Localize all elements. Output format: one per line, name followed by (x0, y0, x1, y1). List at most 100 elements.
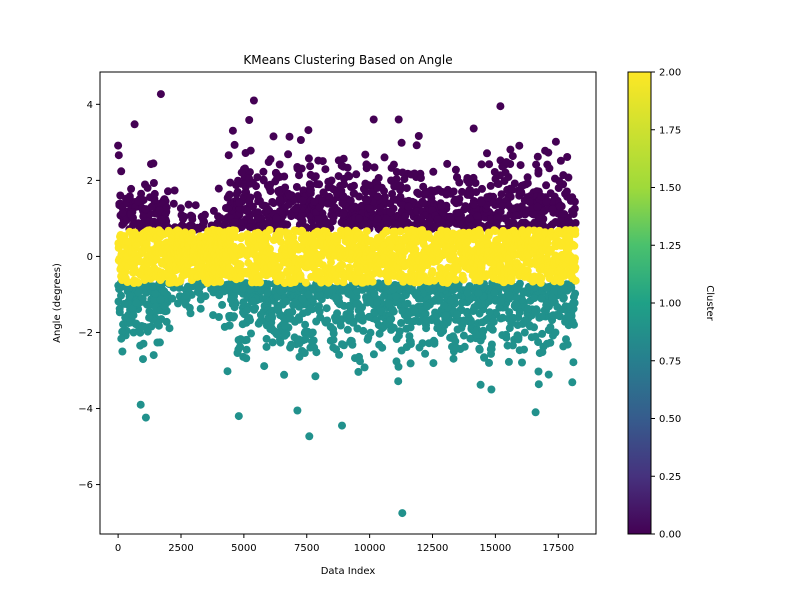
colorbar-tick-label: 0.00 (659, 530, 681, 541)
scatter-point (361, 150, 370, 159)
scatter-point (201, 292, 210, 301)
scatter-point (495, 303, 504, 312)
scatter-point (487, 385, 496, 394)
scatter-point (246, 179, 255, 187)
scatter-point (214, 184, 223, 193)
colorbar-tick-label: 1.25 (659, 241, 681, 252)
scatter-point (350, 202, 359, 211)
scatter-point (150, 296, 158, 304)
scatter-point (297, 164, 306, 173)
scatter-point (132, 298, 141, 307)
x-axis-ticks: 0 2500 5000 7500 10000 12500 15000 17500 (115, 534, 574, 554)
scatter-point (127, 184, 136, 193)
scatter-point (114, 141, 123, 150)
scatter-point (339, 154, 348, 163)
scatter-point (569, 358, 578, 367)
scatter-point (249, 96, 258, 105)
chart-title: KMeans Clustering Based on Angle (243, 53, 452, 67)
scatter-point (123, 278, 132, 286)
x-tick-label: 7500 (294, 543, 319, 554)
scatter-point (371, 308, 380, 317)
scatter-point (534, 166, 543, 175)
scatter-point (460, 342, 469, 351)
scatter-point (276, 338, 285, 347)
scatter-point (135, 220, 143, 229)
scatter-point (559, 171, 568, 180)
scatter-point (398, 168, 407, 177)
scatter-point (441, 311, 450, 320)
scatter-point (114, 151, 123, 160)
scatter-point (385, 316, 394, 325)
scatter-point (245, 116, 254, 124)
scatter-point (365, 204, 374, 213)
colorbar-tick-label: 2.00 (659, 68, 681, 79)
scatter-point (567, 193, 576, 202)
scatter-point (518, 358, 526, 367)
scatter-point (459, 331, 468, 340)
scatter-point (469, 307, 478, 315)
scatter-point (329, 329, 338, 338)
scatter-point (322, 304, 331, 313)
scatter-point (504, 357, 513, 366)
scatter-point (275, 195, 284, 204)
scatter-point (548, 220, 557, 229)
scatter-point (453, 310, 462, 319)
scatter-point (423, 302, 432, 311)
scatter-point (127, 210, 135, 219)
scatter-point (311, 372, 320, 381)
scatter-point (380, 187, 388, 195)
scatter-point (160, 287, 169, 296)
scatter-point (417, 214, 426, 223)
scatter-point (545, 164, 554, 173)
scatter-point (220, 322, 229, 331)
scatter-point (529, 209, 538, 218)
scatter-point (396, 192, 405, 201)
scatter-point (310, 197, 319, 206)
scatter-point (389, 195, 398, 204)
scatter-point (149, 159, 158, 168)
scatter-point (137, 189, 146, 198)
scatter-point (451, 195, 460, 204)
scatter-point (505, 291, 514, 300)
scatter-point (472, 330, 481, 339)
scatter-point (538, 348, 547, 357)
scatter-point (262, 334, 271, 343)
scatter-point (294, 335, 303, 344)
scatter-point (134, 197, 143, 206)
scatter-point (430, 276, 439, 285)
scatter-point (366, 328, 375, 337)
scatter-point (346, 196, 355, 205)
scatter-point (165, 324, 174, 333)
scatter-point (429, 167, 438, 176)
scatter-point (520, 345, 528, 354)
scatter-point (315, 290, 324, 299)
scatter-point (301, 335, 310, 344)
scatter-point (480, 353, 489, 362)
scatter-point (520, 328, 529, 337)
scatter-point (226, 178, 235, 187)
scatter-point (236, 218, 245, 226)
scatter-point (284, 150, 293, 159)
scatter-point (559, 342, 568, 351)
colorbar-tick-label: 0.75 (659, 356, 681, 367)
scatter-point (339, 192, 348, 201)
scatter-point (235, 336, 244, 345)
scatter-point (315, 307, 324, 316)
scatter-point (233, 349, 242, 357)
scatter-point (355, 214, 363, 223)
scatter-point (386, 208, 395, 217)
scatter-point (287, 212, 296, 221)
scatter-point (410, 169, 419, 178)
scatter-point (327, 176, 336, 185)
scatter-point (551, 328, 560, 337)
scatter-point (350, 189, 359, 198)
scatter-point (266, 187, 275, 196)
x-tick-label: 5000 (231, 543, 256, 554)
scatter-point (277, 237, 285, 246)
scatter-point (439, 208, 447, 217)
scatter-point (542, 284, 551, 292)
scatter-point (149, 351, 158, 360)
scatter-point (398, 509, 407, 518)
scatter-point (276, 287, 285, 296)
scatter-point (469, 200, 478, 209)
